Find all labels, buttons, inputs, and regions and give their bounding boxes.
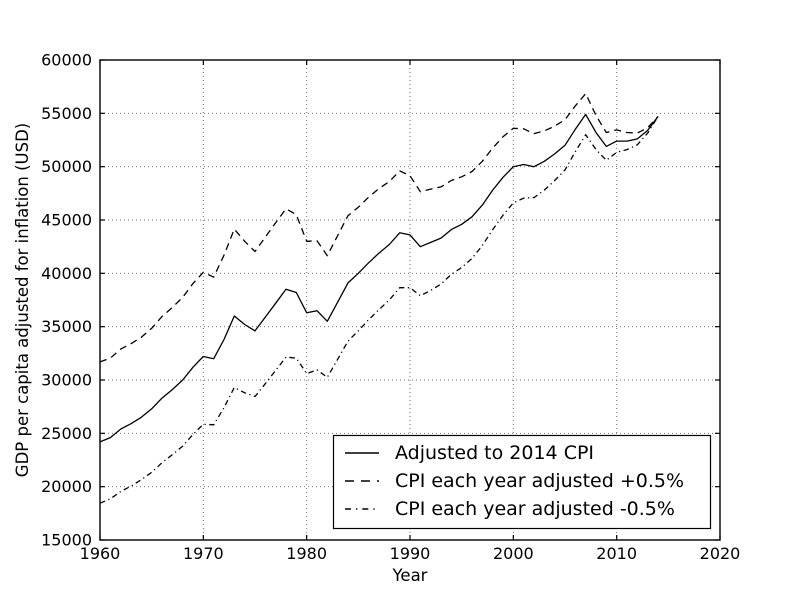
y-tick-label: 25000: [41, 424, 92, 443]
series-line-dashdot: [99, 116, 659, 504]
legend-box: [332, 434, 712, 530]
y-tick-label: 50000: [41, 157, 92, 176]
y-tick-label: 45000: [41, 211, 92, 230]
x-tick-label: 1960: [80, 544, 121, 563]
y-tick-label: 35000: [41, 317, 92, 336]
y-tick-label: 20000: [41, 477, 92, 496]
x-tick-label: 1980: [286, 544, 327, 563]
series-line-dashed: [99, 92, 659, 363]
legend-label-solid: Adjusted to 2014 CPI: [395, 442, 594, 464]
y-tick-labels: 15000 20000 25000 30000 35000 40000 45000 50000…: [41, 51, 92, 550]
x-tick-label: 2010: [596, 544, 637, 563]
series-lines: [99, 92, 659, 504]
y-tick-label: 40000: [41, 264, 92, 283]
legend: Adjusted to 2014 CPI CPI each year adjus…: [332, 434, 712, 530]
x-axis-label: Year: [392, 566, 428, 585]
y-tick-label: 55000: [41, 104, 92, 123]
x-tick-labels: 1960 1970 1980 1990 2000 2010 2020: [80, 544, 741, 563]
y-axis-label: GDP per capita adjusted for inflation (U…: [13, 123, 32, 477]
x-tick-label: 2020: [700, 544, 741, 563]
x-tick-label: 1990: [390, 544, 431, 563]
legend-label-dashdot: CPI each year adjusted -0.5%: [395, 498, 675, 520]
x-tick-label: 1970: [183, 544, 224, 563]
axis-ticks: [99, 59, 721, 541]
legend-label-dashed: CPI each year adjusted +0.5%: [395, 470, 684, 492]
y-tick-label: 30000: [41, 371, 92, 390]
series-line-solid: [99, 113, 659, 443]
x-tick-label: 2000: [493, 544, 534, 563]
y-tick-label: 15000: [41, 531, 92, 550]
y-tick-label: 60000: [41, 51, 92, 70]
